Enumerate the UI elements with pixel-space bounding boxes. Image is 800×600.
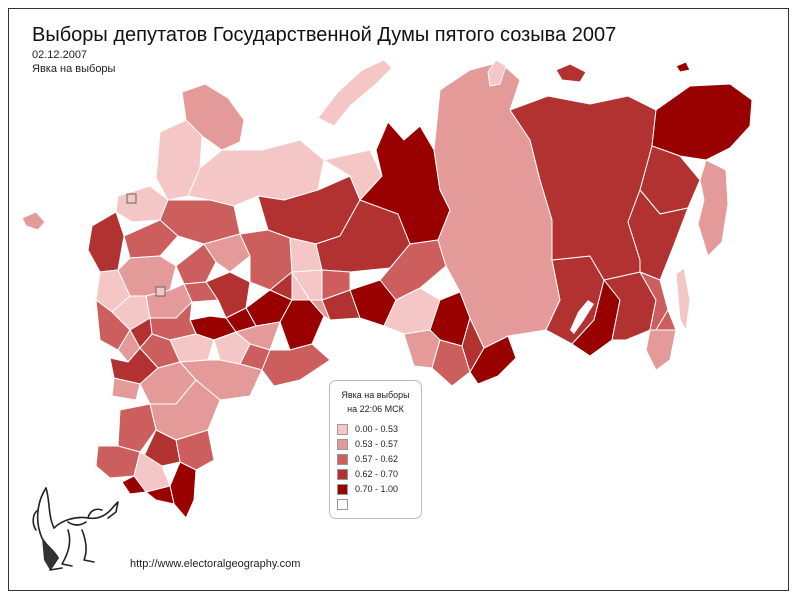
region-kalmykia[interactable]: [143, 429, 181, 467]
legend-item: 0.00 - 0.53: [337, 423, 398, 435]
legend-title: Явка на выборы: [341, 390, 410, 400]
legend-label: 0.62 - 0.70: [355, 469, 399, 479]
region-wrangel[interactable]: [675, 61, 691, 73]
region-novgorod[interactable]: [123, 219, 179, 259]
region-samara[interactable]: [235, 321, 281, 351]
region-kostroma[interactable]: [203, 233, 251, 273]
legend-swatch: [337, 468, 348, 480]
region-belgorod[interactable]: [111, 377, 141, 401]
region-novaya-zemlya[interactable]: [317, 59, 393, 127]
region-dagestan[interactable]: [169, 461, 197, 519]
region-yaroslavl[interactable]: [175, 243, 217, 285]
legend-swatch: [337, 498, 348, 510]
region-primorye[interactable]: [645, 329, 677, 371]
region-kamchatka[interactable]: [697, 159, 729, 257]
region-chukotka[interactable]: [651, 83, 753, 161]
region-tver[interactable]: [117, 255, 177, 297]
source-url[interactable]: http://www.electoralgeography.com: [130, 558, 301, 570]
region-udmurtia[interactable]: [269, 271, 293, 301]
region-tomsk[interactable]: [379, 239, 447, 301]
griffin-logo-icon: [32, 487, 119, 571]
legend-item: 0.57 - 0.62: [337, 453, 398, 465]
region-rostov[interactable]: [117, 403, 157, 453]
region-severnaya-zemlya[interactable]: [487, 59, 507, 87]
lake-baikal: [570, 300, 594, 334]
legend-item: [337, 498, 355, 510]
legend-swatch: [337, 438, 348, 450]
region-kabardino[interactable]: [121, 475, 147, 495]
legend-label: 0.70 - 1.00: [355, 484, 399, 494]
map-legend: Явка на выборы на 22:06 МСК 0.00 - 0.53 …: [329, 380, 422, 519]
region-kaliningrad[interactable]: [21, 211, 46, 231]
city-saint-petersburg[interactable]: [126, 193, 137, 204]
city-moscow[interactable]: [155, 286, 166, 297]
region-sakhalin[interactable]: [675, 267, 691, 331]
legend-subtitle: на 22:06 МСК: [347, 404, 404, 414]
legend-item: 0.70 - 1.00: [337, 483, 398, 495]
region-krasnodar[interactable]: [95, 445, 141, 479]
region-pskov[interactable]: [87, 211, 125, 273]
region-leningrad[interactable]: [115, 185, 169, 223]
region-chechnya[interactable]: [145, 485, 175, 505]
legend-label: 0.57 - 0.62: [355, 454, 399, 464]
region-novosibirsk-islands[interactable]: [555, 63, 587, 83]
region-khabarovsk[interactable]: [627, 189, 689, 281]
legend-item: 0.62 - 0.70: [337, 468, 398, 480]
legend-swatch: [337, 453, 348, 465]
map-subtitle: Явка на выборы: [32, 63, 116, 75]
legend-swatch: [337, 483, 348, 495]
legend-label: 0.00 - 0.53: [355, 424, 399, 434]
region-orenburg[interactable]: [261, 343, 331, 387]
legend-swatch: [337, 423, 348, 435]
legend-item: 0.53 - 0.57: [337, 438, 398, 450]
map-title: Выборы депутатов Государственной Думы пя…: [32, 24, 617, 46]
legend-label: 0.53 - 0.57: [355, 439, 399, 449]
election-date: 02.12.2007: [32, 49, 88, 61]
